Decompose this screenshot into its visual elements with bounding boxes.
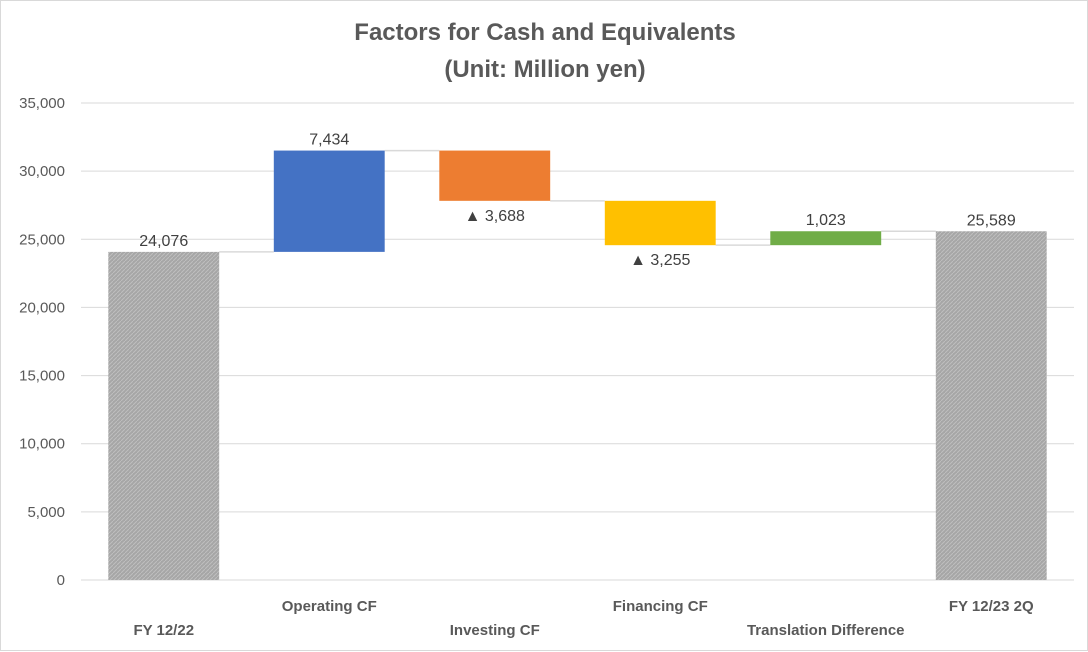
- y-tick-label: 0: [57, 572, 65, 589]
- data-label: 25,589: [967, 212, 1016, 229]
- bar-fy-12-23-2q: [935, 231, 1047, 580]
- y-tick-label: 30,000: [19, 163, 65, 180]
- category-label: Operating CF: [282, 598, 377, 615]
- data-label: ▲ 3,688: [465, 208, 525, 225]
- category-label: FY 12/23 2Q: [949, 598, 1034, 615]
- category-label: Financing CF: [613, 598, 708, 615]
- y-tick-label: 35,000: [19, 95, 65, 112]
- category-label: Translation Difference: [747, 622, 905, 639]
- bar-operating-cf: [273, 150, 385, 252]
- bar-translation-difference: [770, 231, 882, 246]
- y-tick-label: 25,000: [19, 231, 65, 248]
- category-label: Investing CF: [450, 622, 540, 639]
- y-axis-ticks: 0 5,000 10,000 15,000 20,000 25,000 30,000 35,0…: [19, 95, 65, 589]
- data-label: 1,023: [806, 212, 846, 229]
- data-label: ▲ 3,255: [630, 252, 690, 269]
- chart-title: Factors for Cash and Equivalents: [354, 19, 735, 46]
- y-tick-label: 10,000: [19, 436, 65, 453]
- category-label: FY 12/22: [133, 622, 194, 639]
- bars: [108, 150, 1047, 580]
- y-tick-label: 20,000: [19, 299, 65, 316]
- bar-financing-cf: [604, 200, 716, 246]
- category-labels: FY 12/22 Operating CF Investing CF Financin…: [133, 598, 1034, 639]
- y-tick-label: 5,000: [27, 504, 65, 521]
- data-label: 7,434: [309, 132, 349, 149]
- chart-subtitle: (Unit: Million yen): [444, 56, 645, 83]
- data-label: 24,076: [139, 233, 188, 250]
- bar-investing-cf: [439, 150, 551, 201]
- gridlines: [81, 102, 1074, 581]
- connectors: [219, 149, 936, 253]
- y-tick-label: 15,000: [19, 368, 65, 385]
- bar-fy-12-22: [108, 251, 220, 580]
- data-labels: 24,076 7,434 ▲ 3,688 ▲ 3,255 1,023 25,589: [139, 132, 1016, 270]
